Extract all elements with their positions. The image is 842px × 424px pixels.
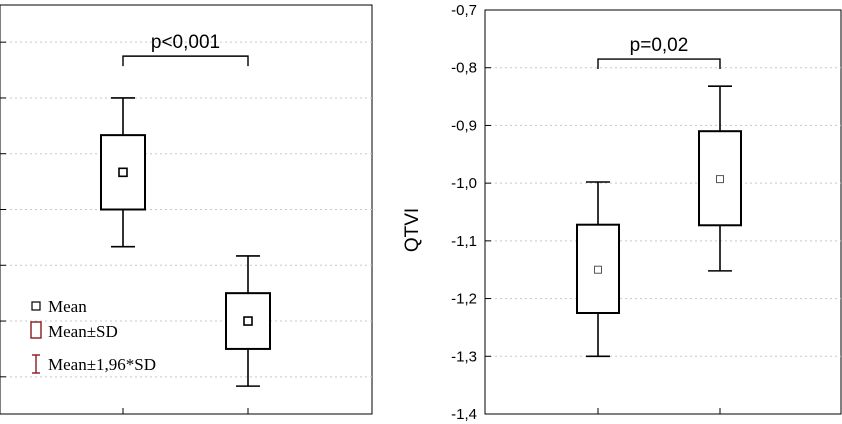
right-gridlines <box>485 67 841 357</box>
right-significance-bracket <box>597 58 721 70</box>
y-tick-label: -0,8 <box>451 60 477 77</box>
left-p-value-label: p<0,001 <box>151 32 220 53</box>
mean-marker <box>716 175 724 184</box>
box-plot-1 <box>100 97 146 248</box>
y-tick-label: -1,3 <box>451 348 477 365</box>
y-tick-label: -0,9 <box>451 117 477 134</box>
y-tick-label: -1,2 <box>451 291 477 308</box>
legend-whisker-icon <box>32 354 40 374</box>
sd-box <box>100 134 146 211</box>
right-plot-frame <box>484 9 842 415</box>
bracket-line <box>122 55 249 67</box>
left-x-axis-ticks <box>122 408 249 414</box>
y-tick-label: -0,7 <box>451 2 477 19</box>
mean-marker <box>118 167 128 178</box>
left-y-axis-ticks <box>0 41 6 378</box>
box-plot-1 <box>576 181 620 358</box>
mean-marker <box>594 265 602 274</box>
legend-sd-icon <box>30 321 42 339</box>
legend-mean-label: Mean <box>48 297 87 316</box>
right-p-value-label: p=0,02 <box>630 35 689 56</box>
box-plot-2 <box>225 255 271 387</box>
mean-marker <box>243 316 253 326</box>
legend-ci-label: Mean±1,96*SD <box>48 355 156 374</box>
legend: Mean Mean±SD Mean±1,96*SD <box>30 297 156 374</box>
right-y-axis-ticks: -0,7 -0,8 -0,9 -1,0 -1,1 -1,2 -1,3 -1,4 <box>451 2 491 423</box>
left-box-plots <box>100 97 271 387</box>
box-plot-2 <box>698 85 742 272</box>
bracket-line <box>597 58 721 70</box>
y-tick-label: -1,4 <box>451 406 477 423</box>
legend-mean-icon <box>31 301 41 311</box>
sd-box <box>698 130 742 227</box>
left-chart: p<0,001 Mean Mean±SD Mean±1,96*SD <box>0 4 373 415</box>
y-tick-label: -1,1 <box>451 233 477 250</box>
right-x-axis-ticks <box>597 408 721 414</box>
right-chart: QTVI -0,7 -0,8 -0,9 -1,0 -1,1 -1,2 -1,3 -1,4 p=… <box>402 2 842 423</box>
y-tick-label: -1,0 <box>451 175 477 192</box>
left-significance-bracket <box>122 55 249 67</box>
sd-box <box>576 223 620 314</box>
left-gridlines <box>0 41 372 378</box>
legend-sd-label: Mean±SD <box>48 322 118 341</box>
right-y-axis-title: QTVI <box>402 208 423 252</box>
right-box-plots <box>576 85 742 358</box>
